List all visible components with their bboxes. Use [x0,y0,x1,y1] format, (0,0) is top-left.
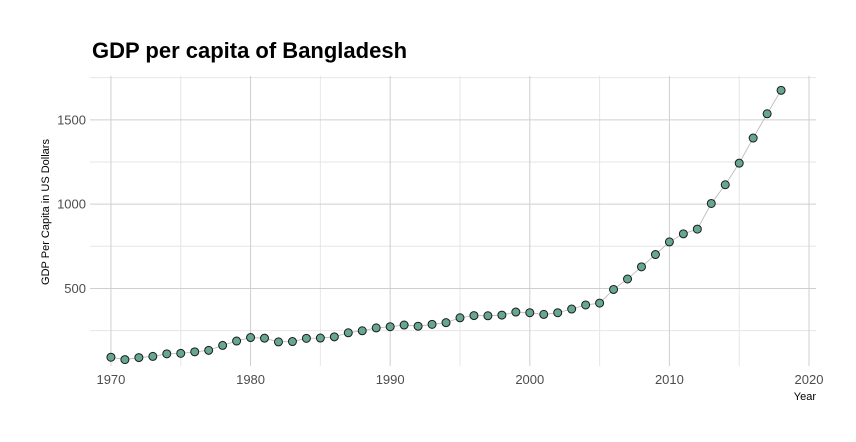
chart-title: GDP per capita of Bangladesh [92,38,407,63]
data-point [134,353,144,363]
y-tick-labels: 500 1000 1500 [57,112,86,296]
data-point [427,319,437,329]
data-point [176,348,186,358]
data-points [106,85,786,365]
data-point [623,274,633,284]
data-point [497,310,507,320]
x-tick-labels: 1970 1980 1990 2000 2010 2020 [96,372,823,387]
data-point [455,313,465,323]
data-point [706,198,716,208]
data-point [190,347,200,357]
data-point [511,307,521,317]
x-tick-label: 2020 [795,372,824,387]
data-point [218,340,228,350]
data-point [413,321,423,331]
data-point [553,308,563,318]
data-point [581,300,591,310]
data-point [567,304,577,314]
x-tick-label: 1990 [376,372,405,387]
data-point [664,237,674,247]
data-point [650,250,660,260]
grid [90,76,816,366]
data-point [483,311,493,321]
data-point [385,322,395,332]
data-point [120,355,130,365]
data-point [720,180,730,190]
x-tick-label: 2000 [515,372,544,387]
y-tick-label: 1500 [57,112,86,127]
data-point [441,318,451,328]
data-point [273,337,283,347]
data-point [399,320,409,330]
x-tick-label: 1980 [236,372,265,387]
y-tick-label: 1000 [57,197,86,212]
data-point [162,349,172,359]
data-point [329,332,339,342]
data-point [357,326,367,336]
data-point [371,323,381,333]
data-point [525,308,535,318]
y-tick-label: 500 [64,281,86,296]
x-axis-title: Year [794,391,817,403]
data-point [734,158,744,168]
data-point [692,224,702,234]
data-point [204,345,214,355]
x-tick-label: 1970 [96,372,125,387]
data-point [260,333,270,343]
y-axis-title: GDP Per Capita in US Dollars [40,139,52,285]
data-point [469,311,479,321]
data-point [287,337,297,347]
data-point [748,133,758,143]
data-point [315,333,325,343]
data-point [343,328,353,338]
data-point [609,284,619,294]
data-point [301,333,311,343]
x-tick-label: 2010 [655,372,684,387]
data-point [776,85,786,95]
data-point [246,333,256,343]
data-point [678,229,688,239]
data-point [106,352,116,362]
data-point [539,309,549,319]
data-point [148,351,158,361]
data-point [636,262,646,272]
data-point [762,109,772,119]
data-point [232,336,242,346]
data-point [595,298,605,308]
